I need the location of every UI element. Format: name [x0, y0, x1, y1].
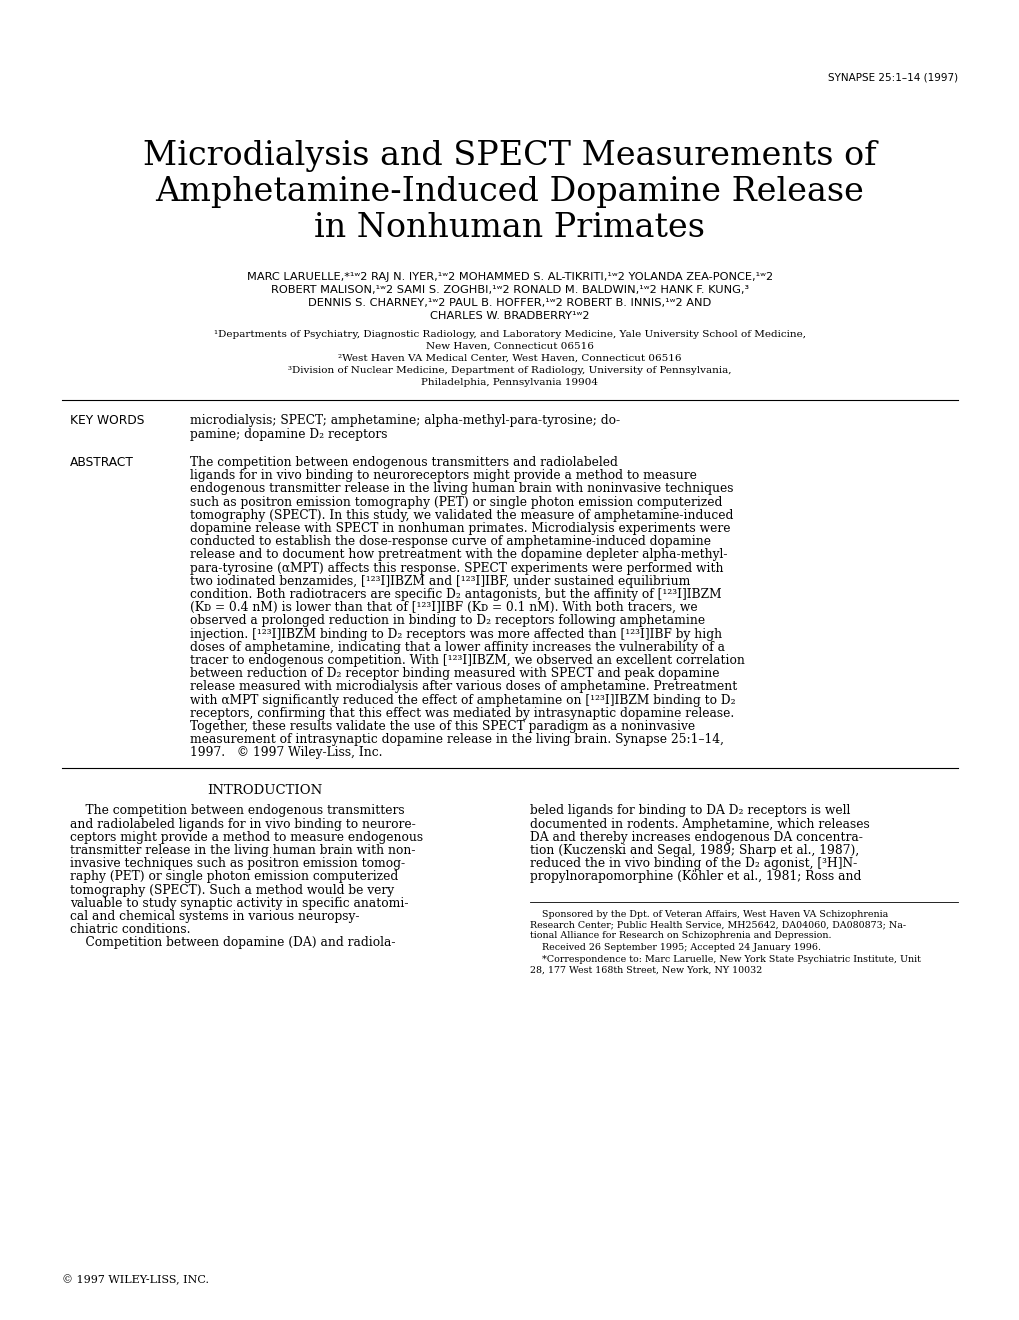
Text: DENNIS S. CHARNEY,¹ʷ2 PAUL B. HOFFER,¹ʷ2 ROBERT B. INNIS,¹ʷ2 AND: DENNIS S. CHARNEY,¹ʷ2 PAUL B. HOFFER,¹ʷ2…: [308, 298, 711, 308]
Text: Competition between dopamine (DA) and radiola-: Competition between dopamine (DA) and ra…: [70, 936, 395, 949]
Text: DA and thereby increases endogenous DA concentra-: DA and thereby increases endogenous DA c…: [530, 830, 862, 843]
Text: valuable to study synaptic activity in specific anatomi-: valuable to study synaptic activity in s…: [70, 896, 408, 909]
Text: SYNAPSE 25:1–14 (1997): SYNAPSE 25:1–14 (1997): [827, 73, 957, 82]
Text: two iodinated benzamides, [¹²³I]IBZM and [¹²³I]IBF, under sustained equilibrium: two iodinated benzamides, [¹²³I]IBZM and…: [190, 574, 690, 587]
Text: Microdialysis and SPECT Measurements of: Microdialysis and SPECT Measurements of: [143, 140, 876, 172]
Text: Research Center; Public Health Service, MH25642, DA04060, DA080873; Na-: Research Center; Public Health Service, …: [530, 920, 905, 929]
Text: reduced the in vivo binding of the D₂ agonist, [³H]N-: reduced the in vivo binding of the D₂ ag…: [530, 857, 856, 870]
Text: ROBERT MALISON,¹ʷ2 SAMI S. ZOGHBI,¹ʷ2 RONALD M. BALDWIN,¹ʷ2 HANK F. KUNG,³: ROBERT MALISON,¹ʷ2 SAMI S. ZOGHBI,¹ʷ2 RO…: [271, 285, 748, 294]
Text: 28, 177 West 168th Street, New York, NY 10032: 28, 177 West 168th Street, New York, NY …: [530, 966, 761, 974]
Text: ¹Departments of Psychiatry, Diagnostic Radiology, and Laboratory Medicine, Yale : ¹Departments of Psychiatry, Diagnostic R…: [214, 330, 805, 339]
Text: Amphetamine-Induced Dopamine Release: Amphetamine-Induced Dopamine Release: [156, 176, 863, 209]
Text: propylnorapomorphine (Köhler et al., 1981; Ross and: propylnorapomorphine (Köhler et al., 198…: [530, 870, 860, 883]
Text: release and to document how pretreatment with the dopamine depleter alpha-methyl: release and to document how pretreatment…: [190, 548, 727, 561]
Text: tomography (SPECT). In this study, we validated the measure of amphetamine-induc: tomography (SPECT). In this study, we va…: [190, 508, 733, 521]
Text: tion (Kuczenski and Segal, 1989; Sharp et al., 1987),: tion (Kuczenski and Segal, 1989; Sharp e…: [530, 843, 858, 857]
Text: Philadelphia, Pennsylvania 19904: Philadelphia, Pennsylvania 19904: [421, 378, 598, 387]
Text: microdialysis; SPECT; amphetamine; alpha-methyl-para-tyrosine; do-: microdialysis; SPECT; amphetamine; alpha…: [190, 414, 620, 426]
Text: invasive techniques such as positron emission tomog-: invasive techniques such as positron emi…: [70, 857, 405, 870]
Text: injection. [¹²³I]IBZM binding to D₂ receptors was more affected than [¹²³I]IBF b: injection. [¹²³I]IBZM binding to D₂ rece…: [190, 627, 721, 640]
Text: New Haven, Connecticut 06516: New Haven, Connecticut 06516: [426, 342, 593, 351]
Text: transmitter release in the living human brain with non-: transmitter release in the living human …: [70, 843, 415, 857]
Text: chiatric conditions.: chiatric conditions.: [70, 923, 191, 936]
Text: The competition between endogenous transmitters: The competition between endogenous trans…: [70, 804, 405, 817]
Text: ³Division of Nuclear Medicine, Department of Radiology, University of Pennsylvan: ³Division of Nuclear Medicine, Departmen…: [288, 366, 731, 375]
Text: (Kᴅ = 0.4 nM) is lower than that of [¹²³I]IBF (Kᴅ = 0.1 nM). With both tracers, : (Kᴅ = 0.4 nM) is lower than that of [¹²³…: [190, 601, 697, 614]
Text: documented in rodents. Amphetamine, which releases: documented in rodents. Amphetamine, whic…: [530, 817, 869, 830]
Text: conducted to establish the dose-response curve of amphetamine-induced dopamine: conducted to establish the dose-response…: [190, 535, 710, 548]
Text: between reduction of D₂ receptor binding measured with SPECT and peak dopamine: between reduction of D₂ receptor binding…: [190, 667, 718, 680]
Text: measurement of intrasynaptic dopamine release in the living brain. Synapse 25:1–: measurement of intrasynaptic dopamine re…: [190, 733, 723, 746]
Text: KEY WORDS: KEY WORDS: [70, 414, 145, 426]
Text: ceptors might provide a method to measure endogenous: ceptors might provide a method to measur…: [70, 830, 423, 843]
Text: tracer to endogenous competition. With [¹²³I]IBZM, we observed an excellent corr: tracer to endogenous competition. With […: [190, 653, 744, 667]
Text: with αMPT significantly reduced the effect of amphetamine on [¹²³I]IBZM binding : with αMPT significantly reduced the effe…: [190, 693, 735, 706]
Text: Received 26 September 1995; Accepted 24 January 1996.: Received 26 September 1995; Accepted 24 …: [530, 942, 820, 952]
Text: tional Alliance for Research on Schizophrenia and Depression.: tional Alliance for Research on Schizoph…: [530, 931, 830, 940]
Text: in Nonhuman Primates: in Nonhuman Primates: [314, 213, 705, 244]
Text: cal and chemical systems in various neuropsy-: cal and chemical systems in various neur…: [70, 909, 359, 923]
Text: CHARLES W. BRADBERRY¹ʷ2: CHARLES W. BRADBERRY¹ʷ2: [430, 312, 589, 321]
Text: tomography (SPECT). Such a method would be very: tomography (SPECT). Such a method would …: [70, 883, 393, 896]
Text: receptors, confirming that this effect was mediated by intrasynaptic dopamine re: receptors, confirming that this effect w…: [190, 706, 734, 719]
Text: *Correspondence to: Marc Laruelle, New York State Psychiatric Institute, Unit: *Correspondence to: Marc Laruelle, New Y…: [530, 956, 920, 964]
Text: MARC LARUELLE,*¹ʷ2 RAJ N. IYER,¹ʷ2 MOHAMMED S. AL-TIKRITI,¹ʷ2 YOLANDA ZEA-PONCE,: MARC LARUELLE,*¹ʷ2 RAJ N. IYER,¹ʷ2 MOHAM…: [247, 272, 772, 282]
Text: beled ligands for binding to DA D₂ receptors is well: beled ligands for binding to DA D₂ recep…: [530, 804, 850, 817]
Text: and radiolabeled ligands for in vivo binding to neurore-: and radiolabeled ligands for in vivo bin…: [70, 817, 416, 830]
Text: pamine; dopamine D₂ receptors: pamine; dopamine D₂ receptors: [190, 428, 387, 441]
Text: doses of amphetamine, indicating that a lower affinity increases the vulnerabili: doses of amphetamine, indicating that a …: [190, 640, 725, 653]
Text: 1997.   © 1997 Wiley-Liss, Inc.: 1997. © 1997 Wiley-Liss, Inc.: [190, 746, 382, 759]
Text: ligands for in vivo binding to neuroreceptors might provide a method to measure: ligands for in vivo binding to neurorece…: [190, 469, 696, 482]
Text: endogenous transmitter release in the living human brain with noninvasive techni: endogenous transmitter release in the li…: [190, 482, 733, 495]
Text: condition. Both radiotracers are specific D₂ antagonists, but the affinity of [¹: condition. Both radiotracers are specifi…: [190, 587, 720, 601]
Text: release measured with microdialysis after various doses of amphetamine. Pretreat: release measured with microdialysis afte…: [190, 680, 737, 693]
Text: observed a prolonged reduction in binding to D₂ receptors following amphetamine: observed a prolonged reduction in bindin…: [190, 614, 704, 627]
Text: raphy (PET) or single photon emission computerized: raphy (PET) or single photon emission co…: [70, 870, 397, 883]
Text: such as positron emission tomography (PET) or single photon emission computerize: such as positron emission tomography (PE…: [190, 495, 721, 508]
Text: The competition between endogenous transmitters and radiolabeled: The competition between endogenous trans…: [190, 455, 618, 469]
Text: INTRODUCTION: INTRODUCTION: [207, 784, 322, 797]
Text: dopamine release with SPECT in nonhuman primates. Microdialysis experiments were: dopamine release with SPECT in nonhuman …: [190, 521, 730, 535]
Text: para-tyrosine (αMPT) affects this response. SPECT experiments were performed wit: para-tyrosine (αMPT) affects this respon…: [190, 561, 722, 574]
Text: © 1997 WILEY-LISS, INC.: © 1997 WILEY-LISS, INC.: [62, 1275, 209, 1286]
Text: Sponsored by the Dpt. of Veteran Affairs, West Haven VA Schizophrenia: Sponsored by the Dpt. of Veteran Affairs…: [530, 909, 888, 919]
Text: ²West Haven VA Medical Center, West Haven, Connecticut 06516: ²West Haven VA Medical Center, West Have…: [338, 354, 681, 363]
Text: ABSTRACT: ABSTRACT: [70, 455, 133, 469]
Text: Together, these results validate the use of this SPECT paradigm as a noninvasive: Together, these results validate the use…: [190, 719, 694, 733]
